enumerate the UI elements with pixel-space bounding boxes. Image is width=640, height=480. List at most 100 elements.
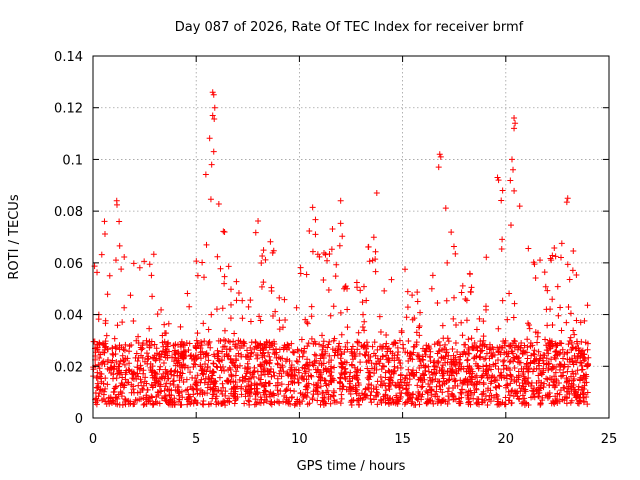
data-point (277, 364, 284, 371)
data-point (509, 348, 516, 355)
data-point (558, 240, 565, 247)
data-point (322, 400, 329, 407)
y-tick-label: 0.12 (54, 102, 83, 117)
data-point (463, 368, 470, 375)
data-point (581, 379, 588, 386)
data-point (374, 401, 381, 408)
data-point (545, 350, 552, 357)
data-point (355, 339, 362, 346)
data-point (308, 373, 315, 380)
data-point (457, 359, 464, 366)
data-point (288, 361, 295, 368)
data-point (555, 312, 562, 319)
data-point (564, 394, 571, 401)
data-point (477, 354, 484, 361)
data-point (194, 272, 201, 279)
data-point (193, 337, 200, 344)
data-point (377, 374, 384, 381)
data-point (227, 390, 234, 397)
data-point (171, 347, 178, 354)
data-point (437, 153, 444, 160)
data-point (198, 338, 205, 345)
data-point (452, 250, 459, 257)
data-point (143, 337, 150, 344)
data-point (543, 375, 550, 382)
data-point (93, 395, 100, 402)
data-point (374, 390, 381, 397)
data-point (542, 336, 549, 343)
data-point (525, 368, 532, 375)
data-point (118, 266, 125, 273)
data-point (386, 357, 393, 364)
data-point (274, 398, 281, 405)
data-point (323, 382, 330, 389)
data-point (125, 379, 132, 386)
data-point (382, 391, 389, 398)
data-point (306, 366, 313, 373)
x-tick-label: 25 (601, 432, 618, 447)
data-point (546, 344, 553, 351)
data-point (419, 345, 426, 352)
data-point (96, 390, 103, 397)
data-point (366, 373, 373, 380)
data-point (357, 287, 364, 294)
data-point (107, 364, 114, 371)
data-point (532, 275, 539, 282)
data-point (284, 369, 291, 376)
data-point (493, 391, 500, 398)
data-point (288, 340, 295, 347)
data-point (418, 384, 425, 391)
data-point (330, 393, 337, 400)
data-point (578, 338, 585, 345)
data-point (434, 399, 441, 406)
data-point (99, 397, 106, 404)
data-point (448, 229, 455, 236)
data-point (521, 395, 528, 402)
data-point (579, 366, 586, 373)
data-point (572, 371, 579, 378)
data-point (261, 383, 268, 390)
data-point (393, 398, 400, 405)
data-point (206, 376, 213, 383)
data-point (117, 357, 124, 364)
data-point (141, 258, 148, 265)
data-point (491, 374, 498, 381)
data-point (454, 348, 461, 355)
data-point (429, 272, 436, 279)
data-point (480, 333, 487, 340)
data-point (504, 382, 511, 389)
data-point (535, 393, 542, 400)
data-point (211, 104, 218, 111)
data-point (372, 256, 379, 263)
data-point (475, 365, 482, 372)
data-point (348, 397, 355, 404)
data-point (471, 344, 478, 351)
data-point (458, 319, 465, 326)
data-point (227, 346, 234, 353)
data-point (331, 364, 338, 371)
data-point (459, 282, 466, 289)
data-point (453, 359, 460, 366)
data-point (180, 378, 187, 385)
data-point (101, 231, 108, 238)
data-point (535, 348, 542, 355)
data-point (182, 348, 189, 355)
data-point (564, 349, 571, 356)
data-point (416, 353, 423, 360)
data-point (279, 355, 286, 362)
data-point (347, 369, 354, 376)
data-point (113, 359, 120, 366)
data-point (150, 400, 157, 407)
data-point (168, 371, 175, 378)
data-point (571, 352, 578, 359)
data-point (174, 360, 181, 367)
data-point (136, 264, 143, 271)
data-point (387, 395, 394, 402)
data-point (252, 396, 259, 403)
data-point (134, 357, 141, 364)
data-point (506, 392, 513, 399)
data-point (513, 390, 520, 397)
data-point (293, 358, 300, 365)
data-point (283, 386, 290, 393)
data-point (501, 357, 508, 364)
